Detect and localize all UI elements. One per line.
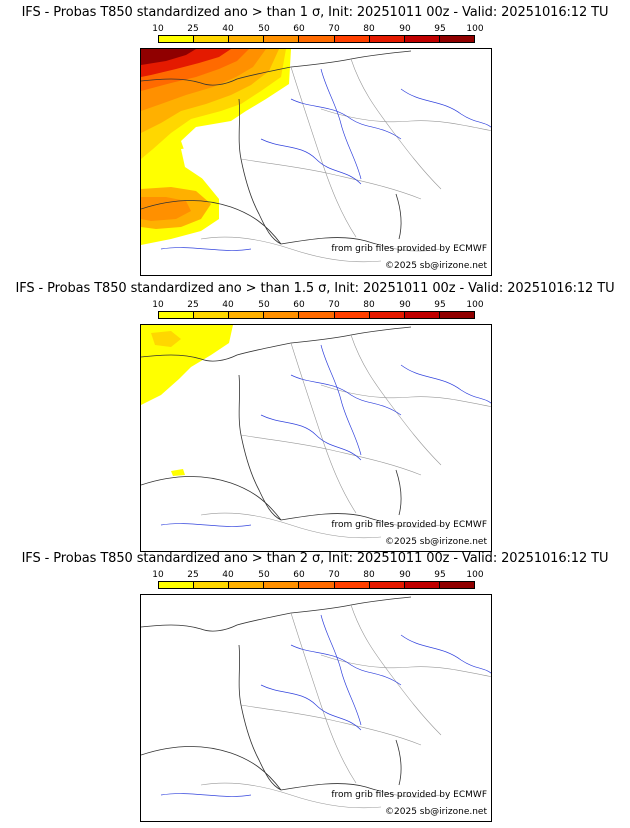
colorbar-segment (264, 312, 300, 318)
rivers (160, 344, 491, 527)
colorbar-tick: 70 (328, 570, 340, 580)
colorbar-segment (439, 582, 474, 588)
colorbar-segment (264, 36, 300, 42)
country-borders (200, 334, 491, 539)
colorbar-tick: 70 (328, 24, 340, 34)
coastlines (141, 50, 442, 252)
colorbar-tick: 100 (466, 570, 484, 580)
colorbar-segment (194, 36, 230, 42)
colorbar-segment (334, 312, 370, 318)
colorbar-tick: 50 (258, 570, 270, 580)
colorbar-tick: 90 (399, 300, 411, 310)
colorbar-3: 10 25 40 50 60 70 80 90 95 100 (152, 570, 484, 592)
colorbar-tick: 80 (363, 300, 375, 310)
colorbar-tick: 90 (399, 24, 411, 34)
colorbar-segment (229, 36, 265, 42)
probability-shading (141, 49, 291, 245)
map-panel-1: IFS - Probas T850 standardized ano > tha… (0, 0, 630, 276)
colorbar-segment (194, 312, 230, 318)
colorbar-tick: 70 (328, 300, 340, 310)
colorbar-tick: 90 (399, 570, 411, 580)
data-source-credit: from grib files provided by ECMWF (331, 244, 487, 254)
colorbar-tick: 40 (222, 300, 234, 310)
colorbar-strip (158, 311, 475, 319)
colorbar-strip (158, 35, 475, 43)
country-borders (200, 604, 491, 809)
colorbar-segment (334, 582, 370, 588)
probability-shading (141, 325, 233, 476)
colorbar-tick: 60 (293, 570, 305, 580)
colorbar-segment (159, 36, 195, 42)
colorbar-segment (229, 312, 265, 318)
coastlines (141, 596, 442, 798)
colorbar-segment (299, 582, 335, 588)
colorbar-segment (159, 312, 195, 318)
colorbar-tick: 40 (222, 570, 234, 580)
colorbar-tick: 10 (152, 300, 164, 310)
colorbar-segment (299, 312, 335, 318)
colorbar-tick: 60 (293, 24, 305, 34)
colorbar-tick: 25 (187, 24, 199, 34)
colorbar-segment (159, 582, 195, 588)
colorbar-segment (439, 36, 474, 42)
colorbar-segment (369, 36, 405, 42)
country-borders (200, 58, 491, 263)
colorbar-segment (404, 312, 440, 318)
probability-map-1: from grib files provided by ECMWF ©2025 … (140, 48, 492, 276)
colorbar-tick: 80 (363, 570, 375, 580)
colorbar-segment (369, 312, 405, 318)
colorbar-tick: 95 (434, 24, 446, 34)
colorbar-tick: 100 (466, 24, 484, 34)
colorbar-tick: 60 (293, 300, 305, 310)
data-source-credit: from grib files provided by ECMWF (331, 790, 487, 800)
colorbar-segment (439, 312, 474, 318)
rivers (160, 614, 491, 797)
colorbar-tick: 10 (152, 570, 164, 580)
probability-map-3: from grib files provided by ECMWF ©2025 … (140, 594, 492, 822)
map-title-3: IFS - Probas T850 standardized ano > tha… (21, 551, 609, 566)
colorbar-tick: 25 (187, 570, 199, 580)
colorbar-tick: 25 (187, 300, 199, 310)
copyright-credit: ©2025 sb@irizone.net (385, 807, 487, 817)
colorbar-segment (194, 582, 230, 588)
map-title-1: IFS - Probas T850 standardized ano > tha… (21, 5, 609, 20)
copyright-credit: ©2025 sb@irizone.net (385, 261, 487, 271)
colorbar-tick: 80 (363, 24, 375, 34)
colorbar-segment (229, 582, 265, 588)
map-title-2: IFS - Probas T850 standardized ano > tha… (15, 281, 615, 296)
copyright-credit: ©2025 sb@irizone.net (385, 537, 487, 547)
colorbar-tick: 50 (258, 300, 270, 310)
rivers (160, 68, 491, 251)
colorbar-tick: 10 (152, 24, 164, 34)
colorbar-segment (334, 36, 370, 42)
probability-map-2: from grib files provided by ECMWF ©2025 … (140, 324, 492, 552)
colorbar-segment (369, 582, 405, 588)
data-source-credit: from grib files provided by ECMWF (331, 520, 487, 530)
map-panel-2: IFS - Probas T850 standardized ano > tha… (0, 276, 630, 552)
colorbar-tick: 95 (434, 300, 446, 310)
colorbar-segment (404, 36, 440, 42)
colorbar-segment (404, 582, 440, 588)
colorbar-strip (158, 581, 475, 589)
colorbar-tick: 50 (258, 24, 270, 34)
colorbar-tick: 40 (222, 24, 234, 34)
colorbar-1: 10 25 40 50 60 70 80 90 95 100 (152, 24, 484, 46)
colorbar-2: 10 25 40 50 60 70 80 90 95 100 (152, 300, 484, 322)
coastlines (141, 326, 442, 528)
colorbar-tick: 100 (466, 300, 484, 310)
colorbar-tick: 95 (434, 570, 446, 580)
colorbar-segment (264, 582, 300, 588)
colorbar-segment (299, 36, 335, 42)
map-panel-3: IFS - Probas T850 standardized ano > tha… (0, 546, 630, 822)
